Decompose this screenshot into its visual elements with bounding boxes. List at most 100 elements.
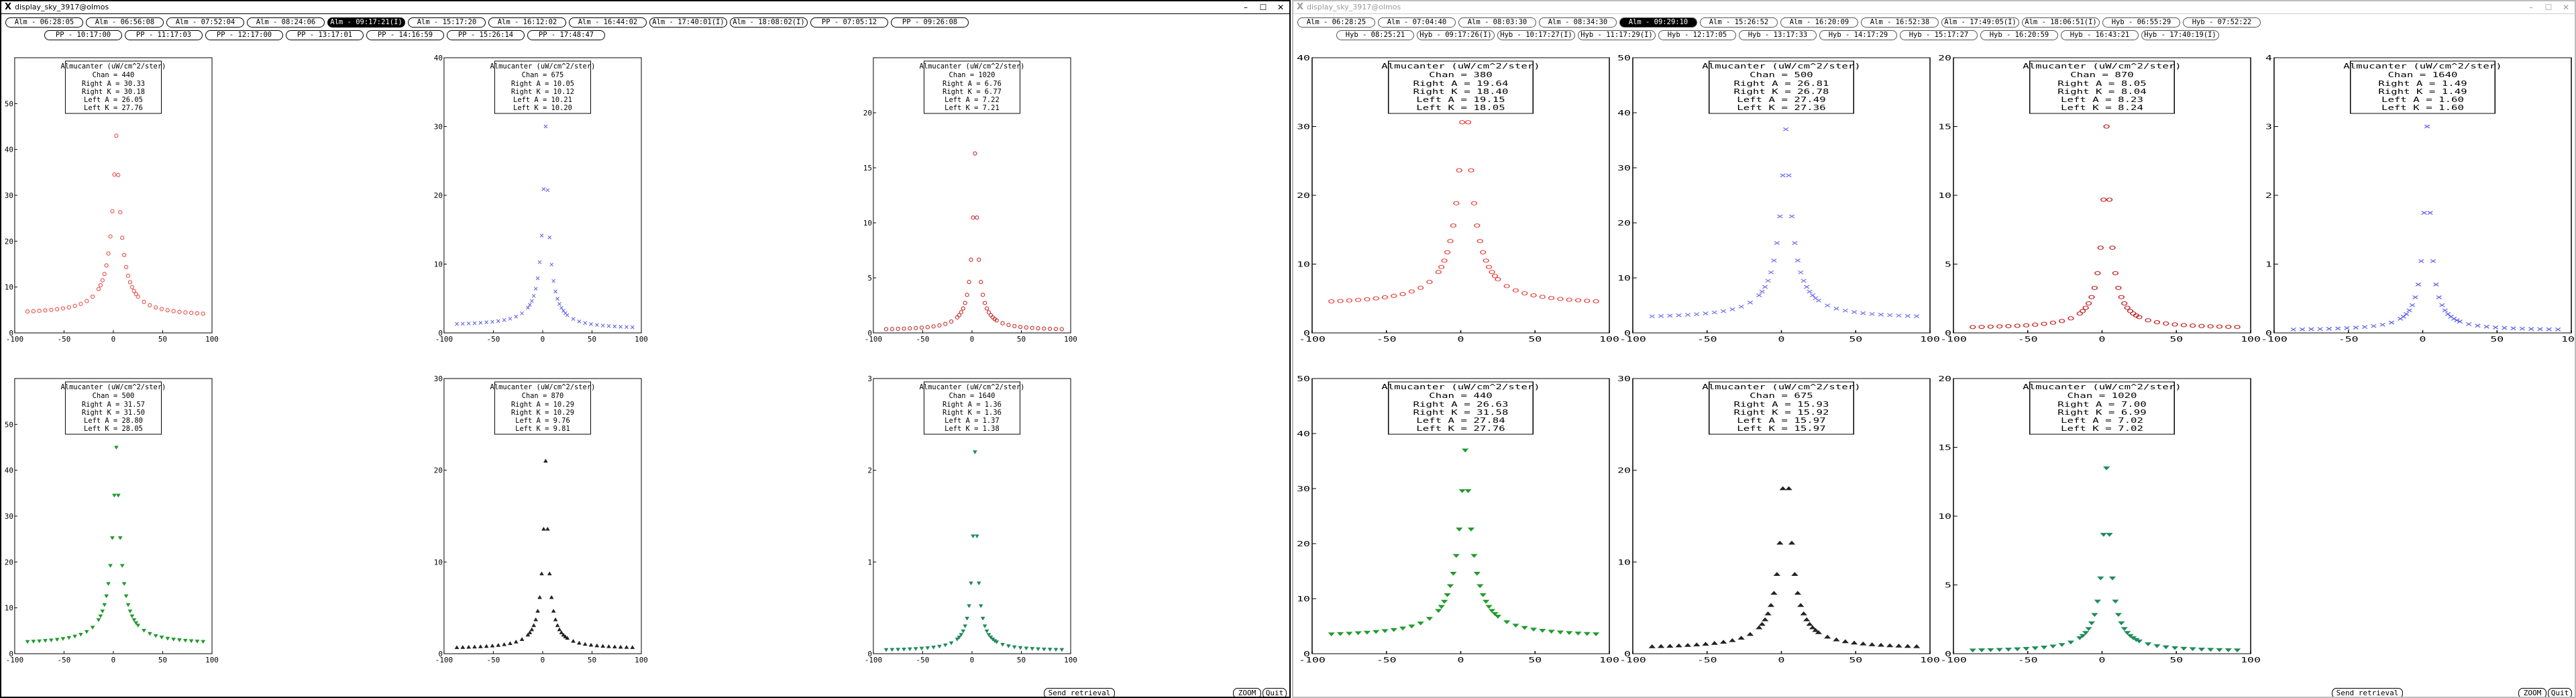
measurement-tab[interactable]: Alm - 18:08:02(I) bbox=[730, 17, 808, 28]
data-point bbox=[994, 318, 999, 323]
x-tick-label: -50 bbox=[916, 335, 930, 344]
minimize-icon[interactable]: – bbox=[1244, 3, 1248, 12]
data-point bbox=[984, 306, 989, 311]
panel-slot: 0 1 2 3 -100 -50 0 50 100 Almucanter (uW/cm^2/ste… bbox=[865, 375, 1077, 664]
maximize-icon[interactable]: ☐ bbox=[1259, 3, 1267, 12]
plot-panel: 0 10 20 30 40 50 -100 -50 0 50 100 Almucanter (uW/c… bbox=[1297, 375, 1619, 665]
measurement-tab[interactable]: Hyb - 17:40:19(I) bbox=[2141, 30, 2219, 40]
title-bar[interactable]: X display_sky_3917@olmos – ☐ ✕ bbox=[1293, 1, 2575, 14]
data-point bbox=[1328, 299, 1335, 304]
send-retrieval-button[interactable]: Send retrieval bbox=[1044, 688, 1115, 697]
measurement-tab[interactable]: Alm - 17:40:01(I) bbox=[649, 17, 727, 28]
stat-line: Right K = 8.04 bbox=[2057, 88, 2146, 96]
close-icon[interactable]: ✕ bbox=[2562, 3, 2570, 12]
y-tick-label: 2 bbox=[2265, 192, 2272, 201]
data-point bbox=[1860, 311, 1866, 315]
data-point bbox=[553, 617, 558, 621]
data-point bbox=[2106, 533, 2113, 537]
send-retrieval-button[interactable]: Send retrieval bbox=[2332, 688, 2403, 697]
zoom-button[interactable]: ZOOM bbox=[2518, 688, 2546, 697]
data-point bbox=[1762, 285, 1768, 289]
data-point bbox=[606, 644, 611, 648]
measurement-tab[interactable]: Alm - 09:17:21(I) bbox=[327, 17, 405, 28]
measurement-tab[interactable]: Alm - 06:28:05 bbox=[5, 17, 83, 28]
measurement-tab[interactable]: PP - 15:26:14 bbox=[447, 30, 525, 40]
data-point bbox=[1494, 615, 1502, 619]
data-point bbox=[1489, 270, 1495, 275]
measurement-tab[interactable]: PP - 09:26:08 bbox=[891, 17, 969, 28]
data-point bbox=[136, 624, 141, 628]
measurement-tab[interactable]: PP - 12:17:00 bbox=[205, 30, 283, 40]
data-point bbox=[537, 260, 542, 264]
data-point bbox=[2023, 646, 2030, 651]
data-point bbox=[2091, 285, 2098, 291]
measurement-tab[interactable]: Alm - 06:56:08 bbox=[86, 17, 164, 28]
measurement-tab[interactable]: Alm - 08:24:06 bbox=[247, 17, 325, 28]
data-point bbox=[551, 609, 556, 613]
measurement-tab[interactable]: Alm - 08:03:30 bbox=[1458, 17, 1536, 28]
stat-line: Right A = 26.81 bbox=[1734, 80, 1829, 88]
measurement-tab[interactable]: Hyb - 15:17:27 bbox=[1900, 30, 1978, 40]
data-point bbox=[1512, 624, 1519, 628]
measurement-tab[interactable]: PP - 13:17:01 bbox=[286, 30, 364, 40]
measurement-tab[interactable]: Hyb - 06:55:29 bbox=[2102, 17, 2180, 28]
y-tick-label: 40 bbox=[5, 146, 13, 154]
measurement-tab[interactable]: PP - 17:48:47 bbox=[527, 30, 605, 40]
measurement-tab[interactable]: Hyb - 16:20:59 bbox=[1980, 30, 2058, 40]
maximize-icon[interactable]: ☐ bbox=[2544, 3, 2553, 12]
minimize-icon[interactable]: – bbox=[2529, 3, 2533, 12]
measurement-tab[interactable]: Hyb - 13:17:33 bbox=[1739, 30, 1817, 40]
measurement-tab[interactable]: Alm - 16:52:38 bbox=[1861, 17, 1939, 28]
x-tick-label: 50 bbox=[1017, 335, 1026, 344]
data-point bbox=[1483, 258, 1489, 263]
measurement-tab[interactable]: PP - 11:17:03 bbox=[125, 30, 203, 40]
measurement-tab[interactable]: PP - 14:16:59 bbox=[366, 30, 444, 40]
measurement-tab[interactable]: Alm - 16:12:02 bbox=[488, 17, 566, 28]
measurement-tab[interactable]: Alm - 15:17:20 bbox=[408, 17, 486, 28]
data-point bbox=[1592, 632, 1600, 636]
data-point bbox=[96, 618, 101, 622]
data-point bbox=[472, 321, 477, 326]
stats-legend-box bbox=[494, 381, 592, 435]
measurement-tab[interactable]: Hyb - 07:52:22 bbox=[2183, 17, 2261, 28]
measurement-tab[interactable]: Alm - 08:34:30 bbox=[1539, 17, 1617, 28]
data-point bbox=[1913, 314, 1920, 319]
data-point bbox=[2454, 318, 2460, 323]
stat-line: Left K = 1.60 bbox=[2381, 104, 2464, 112]
measurement-tab[interactable]: Alm - 06:28:25 bbox=[1297, 17, 1375, 28]
stat-line: Left K = 7.21 bbox=[945, 104, 1000, 112]
measurement-tab[interactable]: Hyb - 09:17:26(I) bbox=[1417, 30, 1495, 40]
measurement-tab[interactable]: Alm - 07:04:40 bbox=[1378, 17, 1456, 28]
measurement-tab[interactable]: Alm - 16:20:09 bbox=[1780, 17, 1858, 28]
measurement-tab[interactable]: Alm - 16:44:02 bbox=[569, 17, 647, 28]
data-point bbox=[2334, 326, 2341, 331]
data-point bbox=[2085, 301, 2092, 306]
data-point bbox=[2198, 647, 2206, 652]
measurement-tab[interactable]: Alm - 09:29:10 bbox=[1619, 17, 1697, 28]
data-point bbox=[2299, 327, 2306, 332]
measurement-tab[interactable]: Hyb - 16:43:21 bbox=[2061, 30, 2139, 40]
measurement-tab[interactable]: Alm - 17:49:05(I) bbox=[1941, 17, 2019, 28]
measurement-tab[interactable]: Hyb - 10:17:27(I) bbox=[1497, 30, 1575, 40]
measurement-tab[interactable]: Hyb - 11:17:29(I) bbox=[1578, 30, 1656, 40]
measurement-tab[interactable]: Alm - 15:26:52 bbox=[1700, 17, 1778, 28]
title-bar[interactable]: X display_sky_3917@olmos – ☐ ✕ bbox=[1, 1, 1289, 14]
measurement-tab[interactable]: Alm - 07:52:04 bbox=[166, 17, 244, 28]
plot-panel: 0 10 20 30 40 -100 -50 0 50 100 Almucanter (uW/cm^… bbox=[434, 54, 648, 344]
measurement-tab[interactable]: Alm - 18:06:51(I) bbox=[2022, 17, 2100, 28]
stat-line: Left A = 1.60 bbox=[2381, 96, 2464, 104]
quit-button[interactable]: Quit bbox=[2548, 688, 2572, 697]
data-point bbox=[2189, 647, 2196, 652]
stat-line: Left A = 28.80 bbox=[84, 417, 143, 425]
measurement-tab[interactable]: Hyb - 14:17:29 bbox=[1819, 30, 1897, 40]
close-icon[interactable]: ✕ bbox=[1277, 3, 1285, 12]
y-tick-label: 40 bbox=[1617, 109, 1631, 118]
data-point bbox=[2492, 325, 2499, 330]
zoom-button[interactable]: ZOOM bbox=[1233, 688, 1261, 697]
measurement-tab[interactable]: PP - 07:05:12 bbox=[810, 17, 888, 28]
measurement-tab[interactable]: Hyb - 12:17:05 bbox=[1658, 30, 1736, 40]
data-point bbox=[2465, 322, 2472, 326]
quit-button[interactable]: Quit bbox=[1263, 688, 1287, 697]
measurement-tab[interactable]: Hyb - 08:25:21 bbox=[1336, 30, 1414, 40]
measurement-tab[interactable]: PP - 10:17:00 bbox=[44, 30, 122, 40]
